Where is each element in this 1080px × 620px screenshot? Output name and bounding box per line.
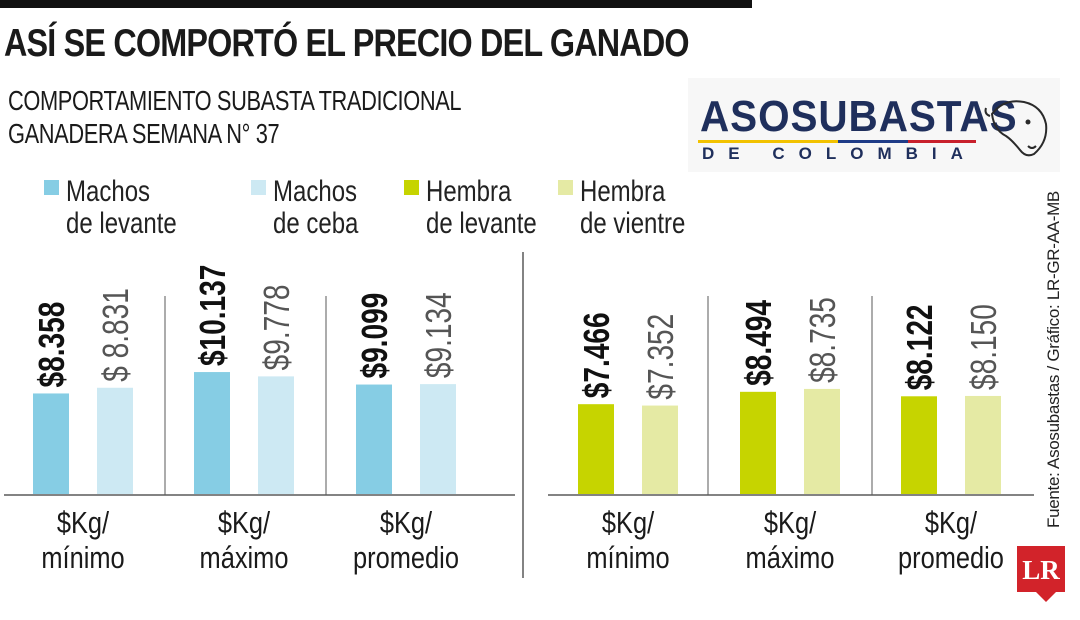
legend-swatch — [404, 180, 419, 195]
category-label: $Kg/ — [602, 506, 654, 541]
legend-swatch — [44, 180, 59, 195]
legend-swatch — [558, 180, 573, 195]
category-label: $Kg/ — [925, 506, 977, 541]
data-label: $9.778 — [257, 285, 297, 371]
bar — [97, 387, 133, 494]
category-label: máximo — [746, 541, 835, 576]
bar — [258, 376, 294, 494]
top-rule — [0, 0, 752, 8]
source-note: Fuente: Asosubastas / Gráfico: LR-GR-AA-… — [1044, 191, 1063, 528]
chart-title: ASÍ SE COMPORTÓ EL PRECIO DEL GANADO — [4, 22, 690, 65]
data-label: $7.352 — [641, 314, 681, 400]
logo-subtitle: DE COLOMBIA — [702, 144, 977, 163]
data-label: $8.735 — [803, 297, 843, 383]
chart-marks: $8.358 $10.137 $9.099 $ 8.831 $9.778 $9.134 $K… — [4, 252, 1034, 578]
legend-label: Machos de ceba — [273, 176, 385, 240]
legend-label-line-1: Hembra — [426, 175, 512, 208]
data-label: $9.099 — [355, 293, 395, 379]
category-label: promedio — [353, 541, 459, 576]
category-label: $Kg/ — [218, 506, 270, 541]
bar — [420, 384, 456, 494]
data-label: $9.134 — [419, 292, 459, 378]
legend-label-line-2: de vientre — [580, 207, 686, 240]
category-label: mínimo — [41, 541, 124, 576]
legend-label: Hembra de levante — [426, 176, 538, 240]
legend-label: Hembra de vientre — [580, 176, 692, 240]
category-label: máximo — [200, 541, 289, 576]
bar — [578, 404, 614, 494]
bar — [356, 384, 392, 494]
chart-subtitle: COMPORTAMIENTO SUBASTA TRADICIONAL GANAD… — [8, 84, 462, 150]
legend-label: Machos de levante — [66, 176, 178, 240]
data-label: $8.358 — [32, 302, 72, 388]
category-label: mínimo — [586, 541, 669, 576]
subtitle-line-2: GANADERA SEMANA N° 37 — [8, 118, 280, 149]
subtitle-line-1: COMPORTAMIENTO SUBASTA TRADICIONAL — [8, 85, 462, 116]
category-label: promedio — [898, 541, 1004, 576]
lr-badge-text: LR — [1022, 555, 1060, 585]
legend-label-line-1: Machos — [66, 175, 151, 208]
logo-flag-stripe — [698, 140, 976, 143]
asosubastas-logo: ASOSUBASTAS DE COLOMBIA — [688, 78, 1060, 172]
data-label: $8.494 — [739, 300, 779, 386]
category-label: $Kg/ — [764, 506, 816, 541]
legend-label-line-1: Hembra — [580, 175, 666, 208]
lr-logo-badge: LR — [1017, 546, 1065, 592]
legend-swatch — [251, 180, 266, 195]
data-label: $8.122 — [900, 304, 940, 390]
data-label: $10.137 — [193, 265, 233, 366]
bar — [642, 405, 678, 494]
bar — [804, 388, 840, 494]
lr-badge-tail — [1036, 592, 1056, 602]
category-label: $Kg/ — [380, 506, 432, 541]
logo-wordmark: ASOSUBASTAS — [700, 92, 1018, 141]
category-label: $Kg/ — [57, 506, 109, 541]
bar — [33, 393, 69, 494]
legend-label-line-2: de levante — [66, 207, 177, 240]
cow-head-icon — [984, 100, 1048, 157]
legend-label-line-2: de levante — [426, 207, 537, 240]
data-label: $8.150 — [964, 304, 1004, 390]
legend-label-line-2: de ceba — [273, 207, 359, 240]
bar — [740, 391, 776, 494]
data-label: $7.466 — [577, 312, 617, 398]
legend-label-line-1: Machos — [273, 175, 358, 208]
bar — [901, 396, 937, 494]
data-label: $ 8.831 — [96, 288, 136, 382]
bar — [965, 395, 1001, 494]
bar — [194, 372, 230, 494]
